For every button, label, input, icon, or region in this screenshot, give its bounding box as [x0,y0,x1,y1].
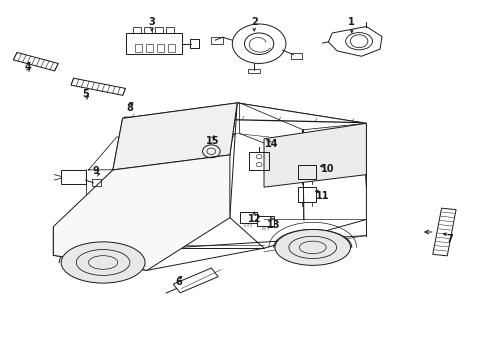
Text: 3: 3 [148,17,155,27]
Polygon shape [53,155,229,270]
Bar [249,152,268,170]
Text: 9: 9 [92,166,99,176]
Bar [211,37,223,44]
Bar [298,165,315,179]
Polygon shape [113,103,237,170]
Text: 12: 12 [247,215,261,224]
Text: 1: 1 [347,17,354,27]
Polygon shape [229,103,366,248]
Bar [189,40,199,48]
Ellipse shape [274,229,350,265]
Polygon shape [264,123,366,187]
Bar [298,187,315,202]
Polygon shape [122,103,366,139]
Bar [248,69,260,73]
Text: 10: 10 [320,164,333,174]
Bar [126,33,182,54]
Bar [239,212,257,223]
Polygon shape [53,118,264,270]
Text: 8: 8 [126,103,133,113]
Text: 2: 2 [250,17,257,27]
Bar [256,216,274,226]
Ellipse shape [61,242,145,283]
Text: 4: 4 [24,62,31,72]
Bar [146,44,153,51]
Text: 13: 13 [266,220,280,230]
Bar [166,27,174,33]
Text: 14: 14 [264,139,278,149]
Bar [290,53,301,59]
Bar [61,170,85,184]
Text: 11: 11 [315,191,328,201]
Bar [133,27,141,33]
Bar [143,27,152,33]
Text: 6: 6 [175,277,182,287]
Text: 15: 15 [205,136,219,145]
Bar [157,44,163,51]
Text: 5: 5 [82,89,89,99]
Bar [155,27,163,33]
Bar [168,44,175,51]
Bar [92,179,101,186]
Bar [135,44,142,51]
Text: 7: 7 [445,234,452,244]
